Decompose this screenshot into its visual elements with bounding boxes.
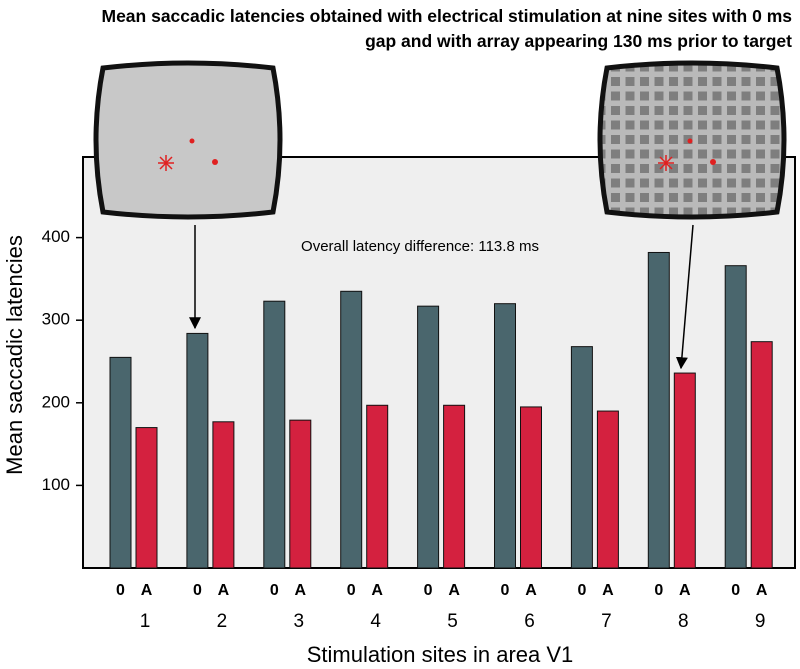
series-label: A: [295, 582, 307, 599]
fixation-star: [158, 155, 174, 171]
y-tick-label: 100: [42, 475, 70, 494]
bar: [596, 410, 619, 569]
y-tick-label: 300: [42, 310, 70, 329]
series-label: 0: [347, 582, 356, 599]
series-label: 0: [731, 582, 740, 599]
x-tick-label: 1: [140, 611, 151, 632]
bar: [366, 404, 389, 569]
target-dot: [687, 138, 693, 144]
series-label: A: [141, 582, 153, 599]
y-axis-label: Mean saccadic latencies: [2, 235, 27, 475]
x-tick-label: 4: [370, 611, 381, 632]
x-tick-label: 3: [294, 611, 305, 632]
series-label: A: [756, 582, 768, 599]
y-tick-label: 400: [42, 227, 70, 246]
annotation: Overall latency difference: 113.8 ms: [301, 238, 539, 255]
series-label: A: [218, 582, 230, 599]
x-tick-label: 9: [755, 611, 766, 632]
series-label: 0: [577, 582, 586, 599]
series-label: A: [679, 582, 691, 599]
bar: [109, 356, 132, 569]
target-dot: [189, 138, 195, 144]
series-label: A: [602, 582, 614, 599]
x-tick-label: 6: [524, 611, 535, 632]
series-label: A: [525, 582, 537, 599]
target-dot: [710, 159, 716, 165]
series-label: 0: [116, 582, 125, 599]
screen-gap: [93, 60, 283, 220]
x-axis-label: Stimulation sites in area V1: [307, 642, 574, 667]
x-tick-label: 2: [217, 611, 228, 632]
insets: [93, 60, 787, 220]
target-dot: [212, 159, 218, 165]
bar: [570, 346, 593, 569]
fixation-star: [658, 155, 674, 171]
bar: [673, 372, 696, 569]
chart-title: Mean saccadic latencies obtained with el…: [101, 6, 793, 51]
series-label: A: [371, 582, 383, 599]
bar: [340, 290, 363, 569]
bar: [724, 265, 747, 569]
series-label: A: [448, 582, 460, 599]
bar: [647, 251, 670, 569]
bar: [750, 341, 773, 569]
bar: [494, 303, 516, 569]
arrow: [675, 224, 694, 370]
bar: [443, 404, 466, 569]
x-tick-label: 5: [447, 611, 458, 632]
series-label: 0: [501, 582, 510, 599]
x-tick-label: 7: [601, 611, 612, 632]
bar: [289, 419, 312, 569]
bar: [212, 421, 235, 569]
series-label: 0: [270, 582, 279, 599]
y-tick-label: 200: [42, 392, 70, 411]
bar: [520, 406, 542, 569]
x-tick-label: 8: [678, 611, 689, 632]
bar: [417, 305, 440, 569]
bar: [186, 332, 209, 569]
series-label: 0: [654, 582, 663, 599]
series-label: 0: [424, 582, 433, 599]
bar: [263, 300, 286, 569]
series-label: 0: [193, 582, 202, 599]
bar: [135, 427, 158, 569]
